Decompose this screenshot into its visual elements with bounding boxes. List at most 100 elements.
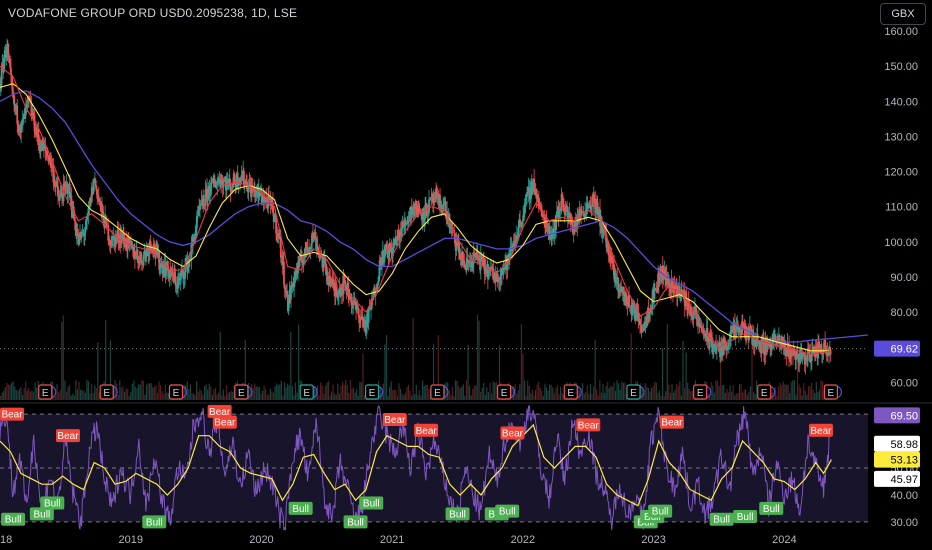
volume-bar xyxy=(516,393,518,400)
candle-body xyxy=(822,348,825,352)
volume-bar xyxy=(54,395,57,400)
earnings-marker[interactable]: E xyxy=(234,384,253,400)
candle-body xyxy=(790,350,793,357)
bull-signal-box xyxy=(359,496,384,510)
volume-bar xyxy=(396,395,399,400)
earnings-marker[interactable]: E xyxy=(626,384,645,400)
earnings-marker[interactable]: E xyxy=(38,384,57,400)
candle-body xyxy=(199,206,201,210)
earnings-marker[interactable]: E xyxy=(757,384,776,400)
volume-bar xyxy=(415,385,417,400)
earnings-marker[interactable]: E xyxy=(693,384,712,400)
earnings-box xyxy=(38,384,53,400)
volume-bar xyxy=(549,384,551,400)
volume-bar xyxy=(95,387,97,400)
volume-bar xyxy=(748,391,750,400)
earnings-marker[interactable]: E xyxy=(364,384,384,400)
volume-bar xyxy=(821,381,824,400)
volume-bar xyxy=(338,393,341,400)
volume-bar xyxy=(679,381,681,400)
volume-bar xyxy=(597,395,599,400)
volume-bar xyxy=(539,387,541,400)
volume-bar xyxy=(603,392,606,400)
candle-body xyxy=(506,255,509,271)
candle-body xyxy=(423,219,426,222)
volume-bar xyxy=(489,382,491,400)
candle-body xyxy=(414,208,416,210)
candle-body xyxy=(786,342,789,356)
volume-bar xyxy=(663,395,665,400)
candle-body xyxy=(730,326,732,339)
candle-body xyxy=(160,263,163,264)
candle-body xyxy=(59,193,62,197)
candle-body xyxy=(611,256,614,264)
candle-body xyxy=(226,178,229,187)
bull-signal-box xyxy=(343,515,368,529)
earnings-marker[interactable]: E xyxy=(168,384,188,400)
volume-bar xyxy=(640,383,642,400)
volume-bar xyxy=(232,391,234,400)
volume-bar xyxy=(531,389,533,400)
candle-body xyxy=(173,272,176,282)
earnings-marker[interactable]: E xyxy=(563,384,582,400)
candle-body xyxy=(275,233,278,237)
candle-body xyxy=(690,306,692,316)
price-y-tick: 120.00 xyxy=(884,167,918,179)
volume-bar xyxy=(600,392,603,400)
volume-bar xyxy=(624,382,626,400)
earnings-marker[interactable]: E xyxy=(430,384,449,400)
volume-bar xyxy=(352,387,355,400)
candle-body xyxy=(26,99,29,104)
candle-body xyxy=(180,273,183,276)
volume-bar xyxy=(423,385,425,400)
volume-bar xyxy=(326,382,328,400)
candle-body xyxy=(679,296,681,298)
volume-bar xyxy=(62,315,64,400)
earnings-label: E xyxy=(567,388,574,399)
volume-bar xyxy=(128,395,130,400)
currency-button[interactable]: GBX xyxy=(880,3,926,25)
candle-body xyxy=(392,247,394,256)
candle-body xyxy=(324,259,327,265)
volume-bar xyxy=(776,395,778,400)
candle-body xyxy=(749,325,752,327)
bear-signal: Bear xyxy=(659,415,684,429)
volume-bar xyxy=(649,391,651,400)
volume-bar xyxy=(465,380,468,400)
volume-bar xyxy=(616,380,618,400)
candle-body xyxy=(21,118,24,122)
volume-bar xyxy=(393,389,395,400)
candle-body xyxy=(664,269,667,279)
candle-body xyxy=(571,219,574,233)
volume-bar xyxy=(512,386,515,400)
volume-bar xyxy=(125,388,127,400)
earnings-marker[interactable]: E xyxy=(99,384,118,400)
volume-bar xyxy=(357,395,359,400)
candle-body xyxy=(383,251,386,263)
volume-bar xyxy=(520,323,522,400)
volume-bar xyxy=(14,386,16,400)
candle-body xyxy=(254,187,256,198)
candle-body xyxy=(87,207,90,215)
volume-bar xyxy=(313,386,315,400)
volume-bar xyxy=(558,394,560,400)
volume-bar xyxy=(658,390,661,400)
volume-bar xyxy=(676,383,678,400)
volume-bar xyxy=(740,384,742,400)
volume-bar xyxy=(741,392,744,400)
volume-bar xyxy=(105,320,107,400)
candle-body xyxy=(656,290,659,292)
earnings-marker[interactable]: E xyxy=(496,384,516,400)
candle-body xyxy=(182,271,185,279)
candle-body xyxy=(413,205,416,209)
volume-bar xyxy=(812,389,814,400)
candle-body xyxy=(174,277,177,287)
earnings-marker[interactable]: E xyxy=(823,384,842,400)
volume-bar xyxy=(213,389,215,400)
earnings-marker[interactable]: E xyxy=(299,384,318,400)
bull-signal-box xyxy=(709,512,734,526)
candle-body xyxy=(778,335,781,344)
bear-signal-box xyxy=(500,426,525,440)
candle-body xyxy=(647,308,650,319)
volume-bar xyxy=(120,387,122,400)
